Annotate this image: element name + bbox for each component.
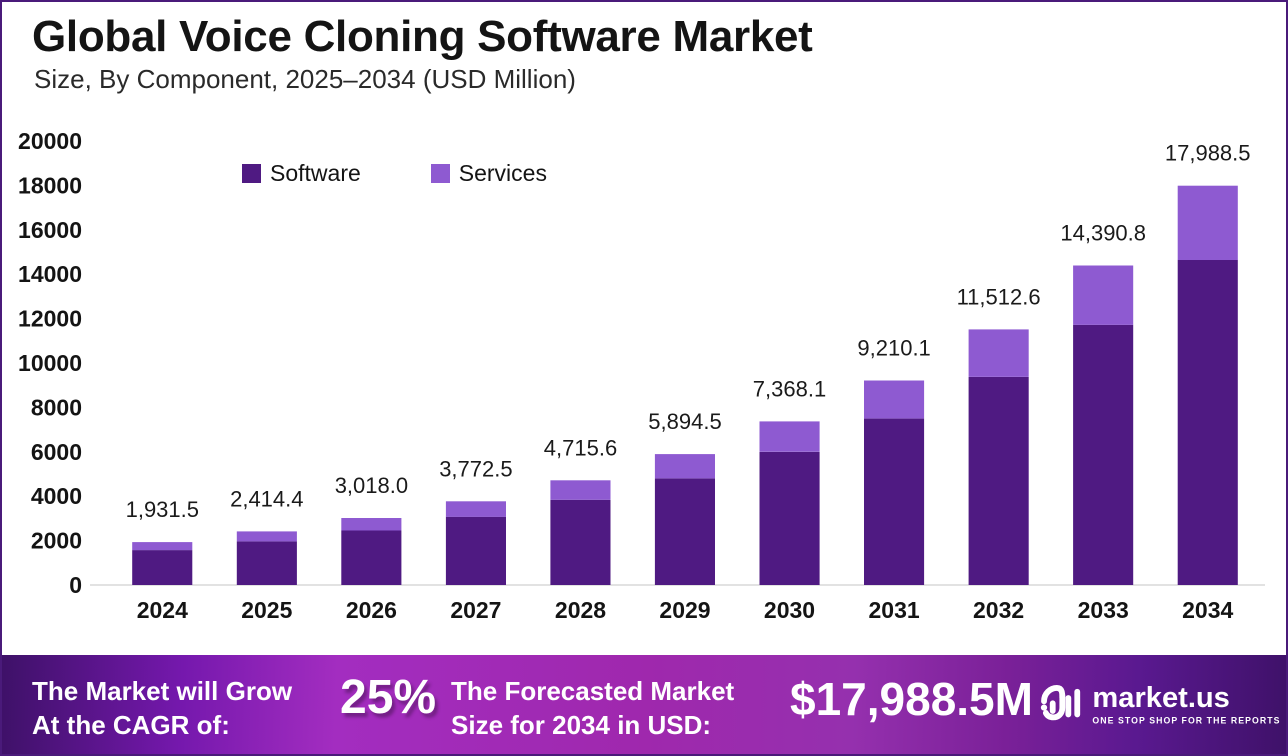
svg-text:2024: 2024 <box>137 597 188 623</box>
svg-text:2026: 2026 <box>346 597 397 623</box>
svg-text:2,414.4: 2,414.4 <box>230 486 303 511</box>
svg-text:1,931.5: 1,931.5 <box>126 497 199 522</box>
svg-text:7,368.1: 7,368.1 <box>753 376 826 401</box>
svg-text:5,894.5: 5,894.5 <box>648 409 721 434</box>
svg-text:4,715.6: 4,715.6 <box>544 435 617 460</box>
svg-text:2031: 2031 <box>869 597 920 623</box>
svg-text:10000: 10000 <box>18 350 82 376</box>
svg-text:2032: 2032 <box>973 597 1024 623</box>
svg-text:2029: 2029 <box>659 597 710 623</box>
svg-text:11,512.6: 11,512.6 <box>957 284 1041 309</box>
svg-text:16000: 16000 <box>18 217 82 243</box>
svg-text:8000: 8000 <box>31 394 82 420</box>
svg-text:14000: 14000 <box>18 261 82 287</box>
svg-text:4000: 4000 <box>31 483 82 509</box>
svg-text:2025: 2025 <box>241 597 292 623</box>
svg-text:2000: 2000 <box>31 528 82 554</box>
svg-text:2030: 2030 <box>764 597 815 623</box>
svg-text:20000: 20000 <box>18 128 82 154</box>
svg-text:2027: 2027 <box>450 597 501 623</box>
svg-text:18000: 18000 <box>18 172 82 198</box>
svg-text:3,018.0: 3,018.0 <box>335 473 408 498</box>
svg-text:6000: 6000 <box>31 439 82 465</box>
svg-text:14,390.8: 14,390.8 <box>1060 221 1146 246</box>
svg-text:9,210.1: 9,210.1 <box>857 336 930 361</box>
svg-text:2028: 2028 <box>555 597 606 623</box>
svg-text:2033: 2033 <box>1078 597 1129 623</box>
svg-text:0: 0 <box>69 572 82 598</box>
svg-text:3,772.5: 3,772.5 <box>439 456 512 481</box>
svg-text:12000: 12000 <box>18 306 82 332</box>
svg-text:17,988.5: 17,988.5 <box>1165 141 1251 166</box>
svg-text:2034: 2034 <box>1182 597 1233 623</box>
